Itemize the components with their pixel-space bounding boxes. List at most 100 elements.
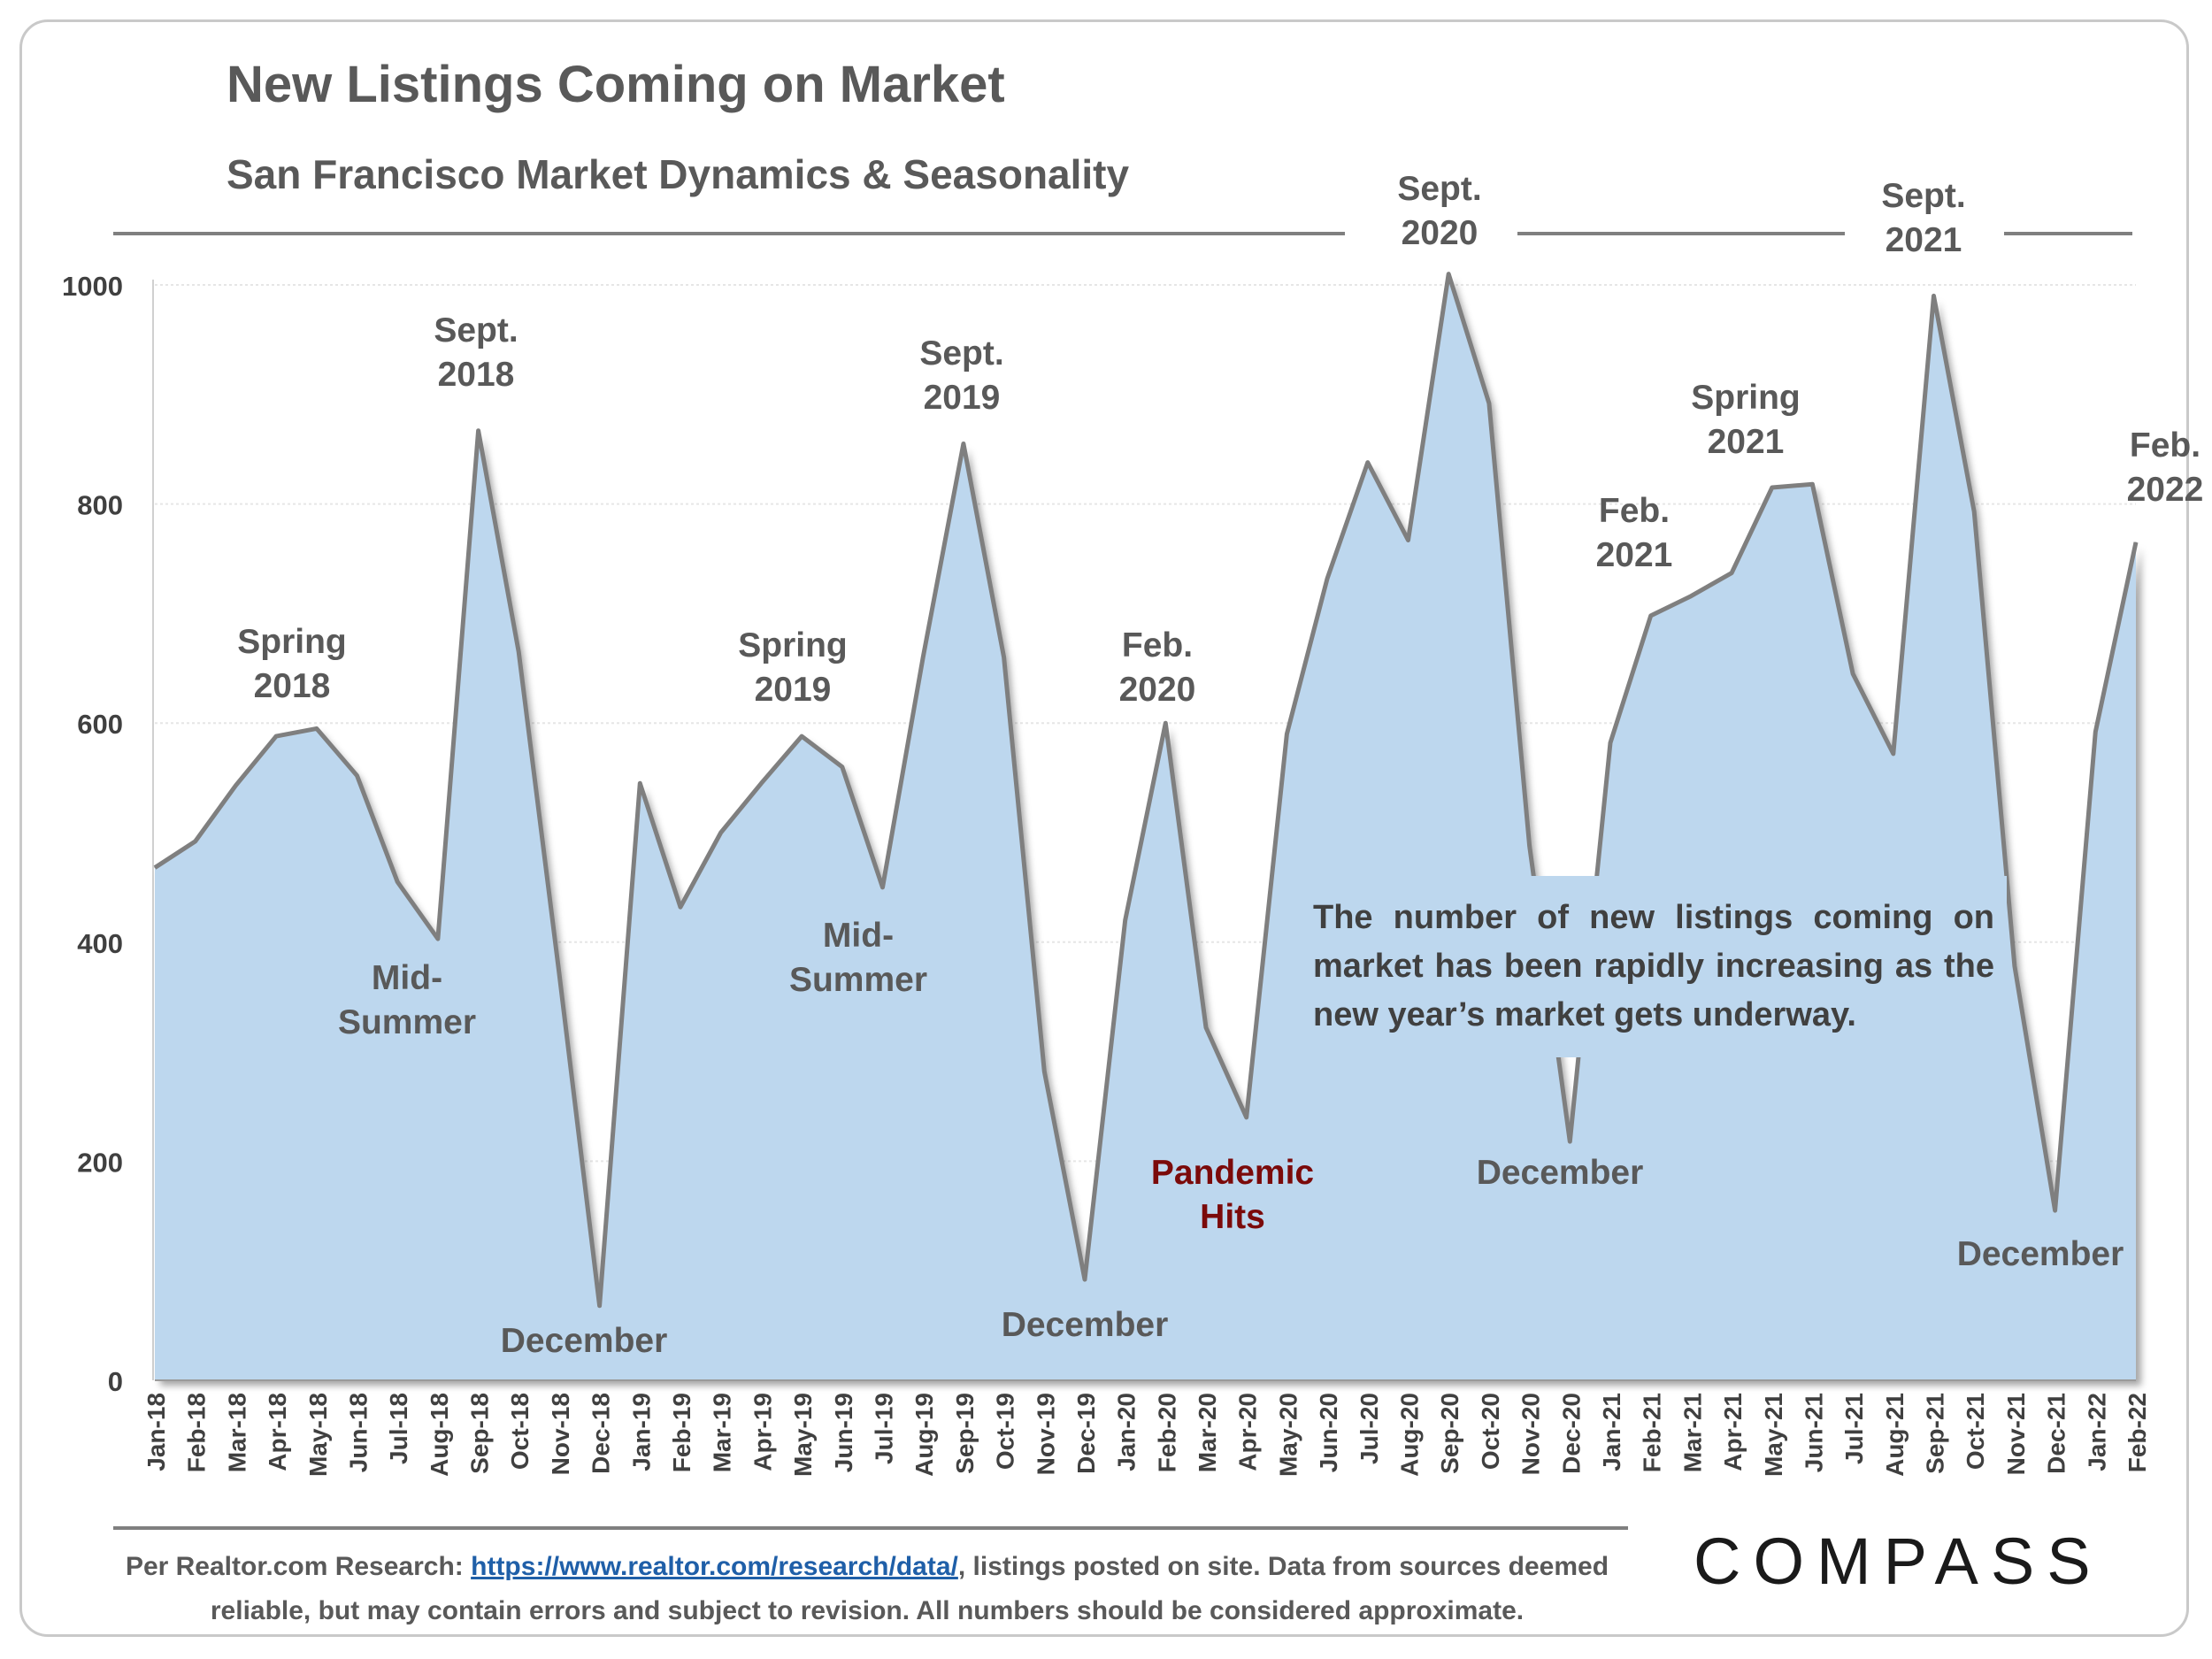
footer-prefix: Per Realtor.com Research: <box>125 1552 464 1581</box>
annotation-label: 2020 <box>1402 214 1479 252</box>
data-point <box>478 430 480 432</box>
data-point <box>558 972 560 973</box>
source-link[interactable]: https://www.realtor.com/research/data/ <box>471 1552 958 1581</box>
data-point <box>1084 1279 1086 1280</box>
data-point <box>599 1305 601 1307</box>
x-tick-label: Apr-18 <box>264 1393 291 1471</box>
x-tick-label: Nov-19 <box>1032 1393 1059 1475</box>
x-tick-label: Feb-18 <box>183 1393 211 1472</box>
data-point <box>1326 578 1328 580</box>
data-point <box>1367 462 1369 464</box>
annotation-label: 2021 <box>1596 536 1673 574</box>
x-tick-label: Mar-19 <box>709 1393 736 1472</box>
x-tick-label: Dec-21 <box>2043 1393 2070 1474</box>
data-point <box>760 782 762 784</box>
x-tick-label: Sep-18 <box>466 1393 494 1474</box>
x-tick-label: Jan-20 <box>1113 1393 1141 1471</box>
x-tick-label: May-21 <box>1760 1393 1787 1477</box>
annotation-label: Feb. <box>1599 492 1670 530</box>
x-tick-label: Jun-18 <box>344 1393 372 1472</box>
x-tick-label: Sep-20 <box>1436 1393 1463 1474</box>
data-point <box>639 782 641 784</box>
annotation-label: 2021 <box>1886 221 1962 259</box>
annotation-label: Sept. <box>1397 170 1481 208</box>
data-point <box>1852 672 1854 674</box>
data-point <box>1164 722 1166 724</box>
x-tick-label: Oct-19 <box>992 1393 1019 1470</box>
series-area <box>153 272 2139 1381</box>
x-tick-label: Jan-18 <box>142 1393 170 1471</box>
x-tick-label: Jan-19 <box>627 1393 655 1471</box>
x-tick-label: Apr-21 <box>1719 1393 1747 1471</box>
source-footer: Per Realtor.com Research: https://www.re… <box>124 1545 1610 1633</box>
x-tick-label: Jun-21 <box>1800 1393 1827 1472</box>
data-point <box>1690 595 1692 597</box>
data-point <box>396 881 398 883</box>
y-tick-label: 400 <box>77 928 123 959</box>
annotation-label: December <box>1477 1154 1644 1192</box>
y-tick-label: 200 <box>77 1147 123 1178</box>
x-tick-label: Jul-21 <box>1840 1393 1868 1464</box>
data-point <box>1811 483 1813 485</box>
series-line <box>153 272 2139 1309</box>
x-tick-label: Mar-20 <box>1194 1393 1221 1472</box>
x-tick-label: Feb-21 <box>1639 1393 1666 1472</box>
annotation-label: Feb. <box>1122 626 1193 664</box>
data-point <box>1286 733 1287 735</box>
x-tick-label: Sep-21 <box>1922 1393 1949 1474</box>
data-point <box>437 938 439 940</box>
data-point <box>963 443 964 445</box>
data-point <box>518 651 519 653</box>
x-axis: Jan-18 Feb-18 Mar-18 Apr-18 May-18 Jun-18 Jul-… <box>142 1379 2151 1477</box>
x-tick-label: Jul-19 <box>870 1393 897 1464</box>
x-tick-label: Mar-21 <box>1678 1393 1706 1472</box>
x-tick-label: Nov-21 <box>2002 1393 2030 1475</box>
compass-logo: COMPASS <box>1694 1525 2103 1598</box>
x-tick-label: Feb-19 <box>668 1393 695 1472</box>
x-tick-label: Feb-20 <box>1153 1393 1180 1472</box>
x-tick-label: Jan-21 <box>1598 1393 1625 1471</box>
data-point <box>801 735 803 737</box>
data-point <box>1529 845 1531 847</box>
y-tick-label: 0 <box>108 1366 123 1397</box>
annotations: Spring 2018 Sept. 2018 Mid- Summer December Spr… <box>237 170 2203 1360</box>
footer-suffix: , listings posted on site. Data from sou… <box>210 1552 1609 1625</box>
x-tick-label: Mar-18 <box>223 1393 250 1472</box>
annotation-label: 2022 <box>2127 471 2204 509</box>
x-tick-label: Oct-18 <box>506 1393 534 1470</box>
data-point <box>1408 539 1409 541</box>
x-tick-label: Nov-20 <box>1517 1393 1545 1475</box>
x-tick-label: Oct-20 <box>1477 1393 1504 1470</box>
annotation-label: Sept. <box>1881 177 1965 215</box>
y-axis: 0 200 400 600 800 1000 <box>62 271 154 1397</box>
annotation-label: Spring <box>738 626 848 664</box>
annotation-label: December <box>501 1322 668 1360</box>
x-tick-label: Sep-19 <box>951 1393 979 1474</box>
annotation-label: Summer <box>338 1003 476 1041</box>
annotation-label: Pandemic <box>1151 1154 1314 1192</box>
annotation-label: Spring <box>1691 379 1801 417</box>
x-tick-label: Jul-18 <box>385 1393 412 1464</box>
x-tick-label: Aug-21 <box>1881 1393 1909 1477</box>
y-tick-label: 1000 <box>62 271 123 302</box>
annotation-label: 2021 <box>1708 423 1785 461</box>
x-tick-label: May-18 <box>304 1393 332 1477</box>
data-point <box>154 867 156 869</box>
x-tick-label: Jul-20 <box>1356 1393 1383 1464</box>
x-tick-label: Dec-20 <box>1557 1393 1585 1474</box>
annotation-label: 2019 <box>924 379 1001 417</box>
x-tick-label: Oct-21 <box>1962 1393 1989 1470</box>
chart-subtitle: San Francisco Market Dynamics & Seasonal… <box>227 151 1130 197</box>
annotation-label: Sept. <box>434 311 518 349</box>
chart-note: The number of new listings coming on mar… <box>1301 876 2007 1057</box>
x-tick-label: Dec-19 <box>1072 1393 1100 1474</box>
chart-title: New Listings Coming on Market <box>227 56 1005 113</box>
annotation-label: Feb. <box>2130 426 2200 465</box>
data-point <box>680 906 681 908</box>
data-point <box>1569 1141 1571 1142</box>
data-point <box>1650 615 1652 617</box>
data-point <box>234 785 236 787</box>
data-point <box>275 735 277 737</box>
annotation-label: 2018 <box>254 667 331 705</box>
